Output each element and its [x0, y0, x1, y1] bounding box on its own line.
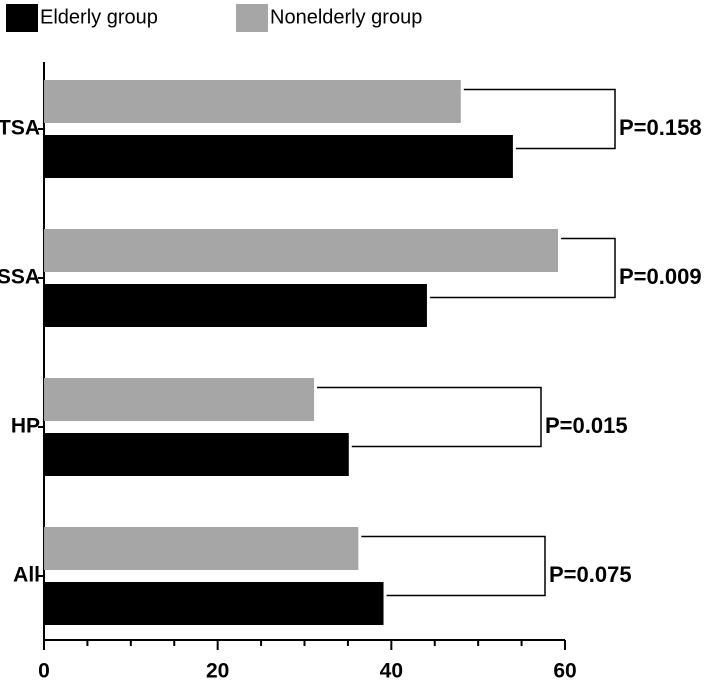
- legend-swatch: [6, 4, 38, 32]
- bar: [44, 378, 315, 421]
- p-value: P=0.158: [619, 115, 702, 140]
- bar: [44, 527, 359, 570]
- y-tick-label: HP: [11, 415, 40, 438]
- y-tick-label: All: [13, 564, 40, 587]
- x-tick-label: 0: [38, 660, 50, 683]
- p-value: P=0.075: [549, 562, 632, 587]
- bar: [44, 80, 461, 123]
- bar: [44, 284, 427, 327]
- p-value: P=0.015: [545, 413, 628, 438]
- legend-label: Nonelderly group: [270, 6, 422, 28]
- x-tick-label: 20: [206, 660, 229, 683]
- p-value: P=0.009: [619, 264, 702, 289]
- significance-bracket: [429, 237, 616, 299]
- legend-label: Elderly group: [40, 6, 158, 28]
- significance-bracket: [463, 88, 616, 150]
- y-tick-label: TSA: [0, 117, 40, 140]
- significance-bracket: [361, 535, 546, 597]
- y-tick-label: SSA: [0, 266, 40, 289]
- bar: [44, 582, 384, 625]
- legend-swatch: [236, 4, 268, 32]
- bar: [44, 433, 349, 476]
- x-tick-label: 40: [380, 660, 403, 683]
- bar: [44, 135, 513, 178]
- bar: [44, 229, 559, 272]
- significance-bracket: [317, 386, 542, 448]
- x-tick-label: 60: [553, 660, 576, 683]
